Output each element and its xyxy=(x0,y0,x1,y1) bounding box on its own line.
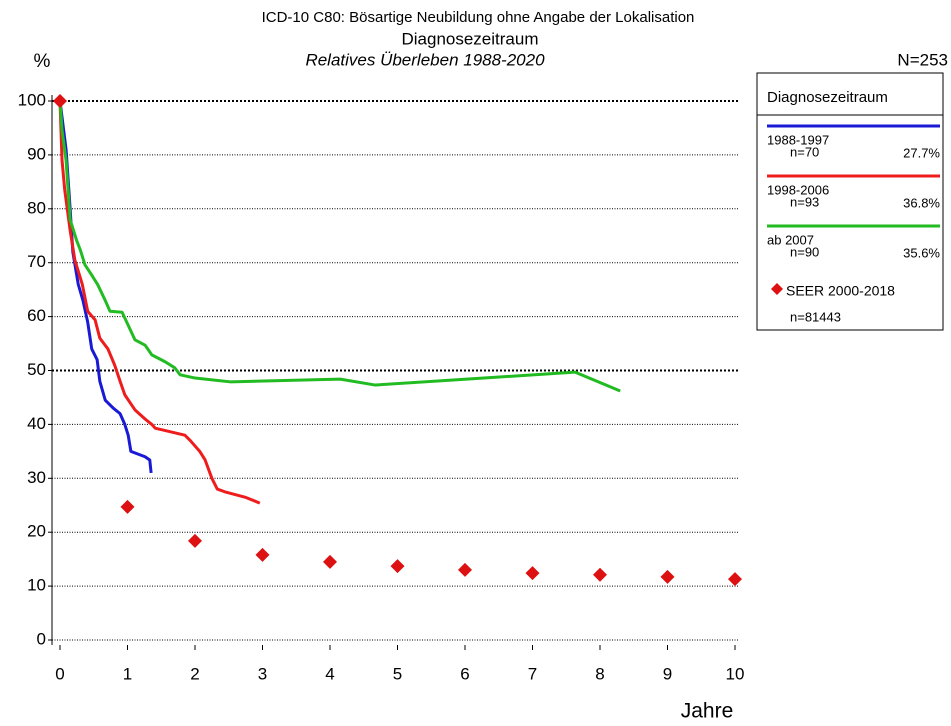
x-tick-label: 6 xyxy=(460,664,469,683)
y-tick-label: 90 xyxy=(27,144,46,163)
data-point xyxy=(255,547,270,562)
x-tick-label: 9 xyxy=(663,664,672,683)
legend-label: 1988-1997 xyxy=(767,132,829,147)
legend-rate: 36.8% xyxy=(903,195,940,210)
series-line xyxy=(58,100,153,474)
data-point xyxy=(390,559,405,574)
data-point xyxy=(525,566,540,581)
legend-label: SEER 2000-2018 xyxy=(786,283,895,299)
legend-n: n=90 xyxy=(790,244,819,259)
legend-n: n=70 xyxy=(790,144,819,159)
data-point xyxy=(120,499,135,514)
x-tick-label: 2 xyxy=(190,664,199,683)
y-tick-label: 10 xyxy=(27,576,46,595)
data-point xyxy=(188,533,202,548)
series-line xyxy=(58,100,621,393)
x-axis-label: Jahre xyxy=(681,700,734,723)
y-tick-label: 70 xyxy=(27,252,46,271)
series-line xyxy=(58,100,261,505)
legend-label: 1998-2006 xyxy=(767,182,829,197)
legend-rate: 35.6% xyxy=(903,245,940,260)
chart-subtitle: Diagnosezeitraum xyxy=(401,29,538,48)
x-tick-label: 0 xyxy=(55,664,64,683)
legend-title: Diagnosezeitraum xyxy=(767,89,888,106)
y-tick-label: 0 xyxy=(37,629,46,648)
x-tick-label: 4 xyxy=(325,664,334,683)
data-point xyxy=(53,94,67,108)
x-tick-label: 5 xyxy=(393,664,402,683)
data-point xyxy=(728,572,742,587)
legend-label: ab 2007 xyxy=(767,232,814,247)
data-point xyxy=(660,569,675,584)
total-label: N=253 xyxy=(897,50,948,69)
legend-box xyxy=(756,72,944,331)
y-tick-label: 40 xyxy=(27,414,46,433)
chart-title: ICD-10 C80: Bösartige Neubildung ohne An… xyxy=(262,9,695,26)
data-point xyxy=(458,562,472,577)
x-tick-label: 10 xyxy=(726,664,745,683)
legend-n: n=93 xyxy=(790,194,819,209)
x-tick-label: 8 xyxy=(595,664,604,683)
data-point xyxy=(593,567,607,582)
y-tick-label: 50 xyxy=(27,360,46,379)
y-tick-label: 80 xyxy=(27,198,46,217)
legend-marker xyxy=(771,283,783,295)
y-tick-label: 60 xyxy=(27,306,46,325)
data-point xyxy=(323,554,337,569)
y-tick-label: 20 xyxy=(27,522,46,541)
legend-rate: 27.7% xyxy=(903,145,940,160)
x-tick-label: 1 xyxy=(123,664,132,683)
y-tick-label: 100 xyxy=(18,90,46,109)
chart-subtitle2: Relatives Überleben 1988-2020 xyxy=(305,50,545,69)
y-tick-label: 30 xyxy=(27,468,46,487)
y-axis-label: % xyxy=(34,51,51,72)
legend-n: n=81443 xyxy=(790,309,841,324)
x-tick-label: 3 xyxy=(258,664,267,683)
x-tick-label: 7 xyxy=(528,664,537,683)
